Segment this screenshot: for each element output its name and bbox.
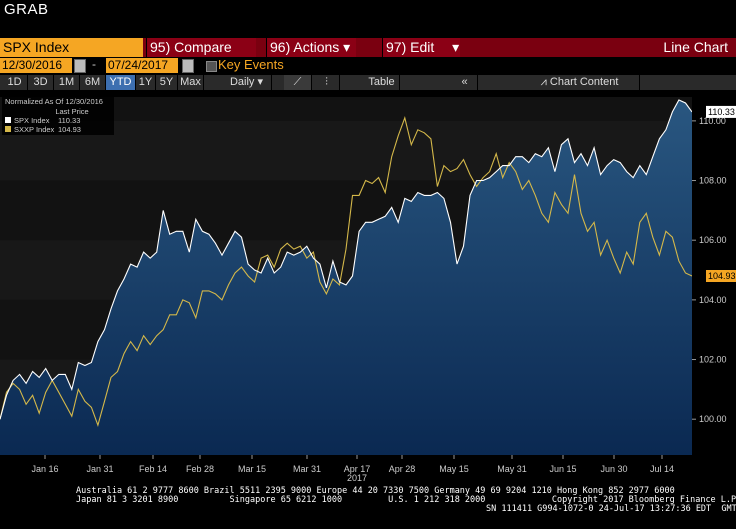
x-tick-label: Jun 15 (549, 464, 576, 474)
x-year-label: 2017 (347, 473, 367, 482)
x-tick-label: Apr 17 (344, 464, 371, 474)
footer-contacts-2: Japan 81 3 3201 8900 Singapore 65 6212 1… (76, 495, 736, 505)
legend-swatch (5, 126, 11, 132)
key-events-checkbox[interactable] (206, 61, 217, 72)
x-tick-label: Mar 15 (238, 464, 266, 474)
x-tick-label: Mar 31 (293, 464, 321, 474)
series-line-sxxp-index (0, 116, 693, 428)
compare-button[interactable]: 95) Compare (146, 38, 256, 57)
footer-timestamp: SN 111411 G994-1072-0 24-Jul-17 13:27:36… (486, 504, 736, 514)
chart-content-label: Chart Content (549, 76, 619, 88)
calendar-icon[interactable] (182, 59, 194, 73)
footer-contacts: Australia 61 2 9777 8600 Brazil 5511 239… (76, 486, 675, 496)
x-tick-label: Apr 28 (389, 464, 416, 474)
edit-dropdown-icon: ▾ (452, 39, 460, 55)
x-tick-label: May 15 (439, 464, 469, 474)
x-tick-label: Feb 28 (186, 464, 214, 474)
bar-chart-icon[interactable]: ⫶ (314, 75, 340, 90)
range-button-1y[interactable]: 1Y (136, 75, 156, 90)
range-button-5y[interactable]: 5Y (156, 75, 178, 90)
series-line-spx-index (0, 99, 693, 420)
chart-content-icon: ⩘ (540, 76, 550, 88)
edit-button[interactable]: 97) Edit ▾ (382, 38, 460, 57)
legend-normalized: Normalized As Of 12/30/2016 (5, 97, 103, 106)
frequency-dropdown-icon: ▾ (257, 76, 264, 88)
range-bar (0, 75, 736, 90)
ticker-field[interactable]: SPX Index (0, 38, 143, 57)
app-title: GRAB (4, 1, 49, 18)
range-button-ytd[interactable]: YTD (106, 75, 136, 90)
x-tick-label: Jan 31 (86, 464, 113, 474)
legend-last-price-header: Last Price (55, 107, 88, 116)
y-tick-label: 110.00 (699, 116, 726, 126)
table-button[interactable]: Table (364, 75, 400, 90)
x-tick-label: Jun 30 (600, 464, 627, 474)
legend-box (2, 95, 114, 135)
x-tick-label: Jan 16 (31, 464, 58, 474)
actions-button[interactable]: 96) Actions ▾ (266, 38, 356, 57)
last-value-label: 110.33 (708, 107, 735, 117)
last-value-tag (706, 270, 736, 282)
legend-item-value: 110.33 (58, 116, 80, 125)
collapse-icon[interactable]: « (452, 75, 478, 90)
y-tick-label: 106.00 (699, 235, 727, 245)
range-button-max[interactable]: Max (178, 75, 204, 90)
start-date-field[interactable]: 12/30/2016 (0, 58, 72, 73)
actions-label: 96) Actions (270, 39, 340, 55)
y-tick-label: 100.00 (699, 414, 727, 424)
range-button-1m[interactable]: 1M (54, 75, 80, 90)
frequency-label: Daily (229, 76, 255, 88)
spx-area (0, 100, 692, 455)
y-tick-label: 108.00 (699, 176, 727, 186)
actions-dropdown-icon: ▾ (343, 39, 351, 55)
price-chart[interactable]: 100.00102.00104.00106.00108.00110.00110.… (0, 92, 736, 482)
range-button-1d[interactable]: 1D (2, 75, 28, 90)
last-value-label: 104.93 (708, 271, 736, 281)
y-tick-label: 104.00 (699, 295, 727, 305)
legend-item-value: 104.93 (58, 125, 81, 134)
range-button-3d[interactable]: 3D (28, 75, 54, 90)
legend-item-name: SPX Index (14, 116, 50, 125)
frequency-select[interactable]: Daily ▾ (222, 75, 272, 90)
line-chart-icon[interactable]: ⟋ (284, 75, 312, 90)
legend-swatch (5, 117, 11, 123)
legend-item-name: SXXP Index (14, 125, 55, 134)
end-date-field[interactable]: 07/24/2017 (106, 58, 178, 73)
last-value-tag (706, 105, 736, 118)
range-button-6m[interactable]: 6M (80, 75, 106, 90)
y-tick-label: 102.00 (699, 355, 727, 365)
key-events-label: Key Events (218, 57, 284, 72)
edit-label: 97) Edit (386, 39, 435, 55)
chart-type-label[interactable]: Line Chart (663, 39, 728, 55)
date-separator: - (92, 57, 96, 71)
calendar-icon[interactable] (74, 59, 86, 73)
chart-content-button[interactable]: ⩘ Chart Content (520, 75, 640, 90)
x-tick-label: Feb 14 (139, 464, 167, 474)
x-tick-label: Jul 14 (650, 464, 674, 474)
x-tick-label: May 31 (497, 464, 527, 474)
